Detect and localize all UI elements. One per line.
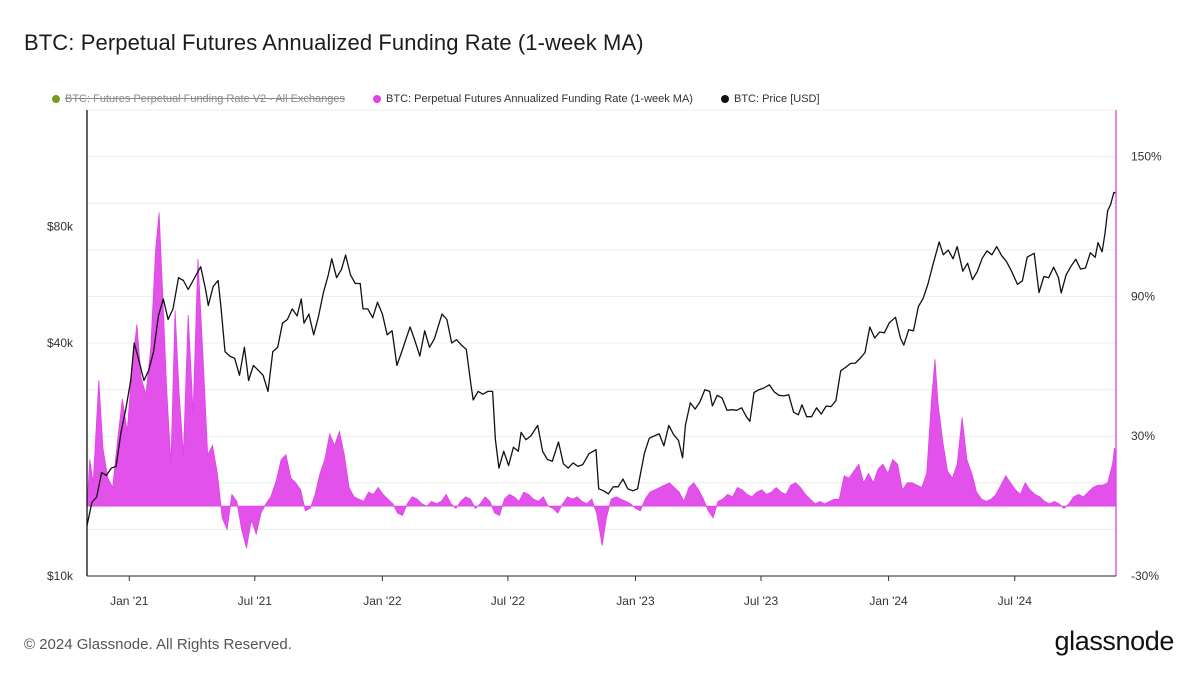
y-left-tick-label: $10k [47, 569, 74, 583]
legend-item-funding-rate-v2[interactable]: BTC: Futures Perpetual Funding Rate V2 -… [52, 93, 345, 105]
legend-item-annualized-funding-rate[interactable]: BTC: Perpetual Futures Annualized Fundin… [373, 93, 693, 105]
price-line [86, 191, 1117, 526]
x-tick-label: Jan '22 [363, 594, 402, 608]
y-right-tick-label: 90% [1131, 289, 1155, 303]
y-left-tick-label: $80k [47, 220, 74, 234]
legend-dot-annualized-funding-rate [373, 95, 382, 103]
x-tick-label: Jul '24 [998, 594, 1033, 608]
legend-dot-price [720, 95, 729, 103]
x-tick-label: Jul '21 [238, 594, 273, 608]
page-title: BTC: Perpetual Futures Annualized Fundin… [24, 30, 644, 55]
y-right-tick-label: 30% [1131, 429, 1155, 443]
x-tick-label: Jan '21 [110, 594, 149, 608]
x-tick-label: Jan '23 [616, 594, 655, 608]
x-tick-label: Jan '24 [869, 594, 908, 608]
funding-rate-area [86, 212, 1117, 549]
legend-dot-funding-rate-v2 [52, 95, 60, 103]
x-tick-label: Jul '22 [491, 594, 526, 608]
legend-label-price: BTC: Price [USD] [733, 93, 820, 105]
legend-label-annualized-funding-rate: BTC: Perpetual Futures Annualized Fundin… [386, 93, 693, 105]
copyright-text: © 2024 Glassnode. All Rights Reserved. [24, 636, 292, 653]
x-tick-label: Jul '23 [744, 594, 779, 608]
y-right-tick-label: 150% [1131, 150, 1162, 164]
legend-label-funding-rate-v2: BTC: Futures Perpetual Funding Rate V2 -… [65, 93, 346, 105]
legend-item-price[interactable]: BTC: Price [USD] [720, 93, 820, 105]
y-right-tick-label: -30% [1131, 569, 1159, 583]
chart-legend: BTC: Futures Perpetual Funding Rate V2 -… [52, 93, 820, 105]
glassnode-logo[interactable]: glassnode [1054, 626, 1175, 656]
y-left-tick-label: $40k [47, 336, 74, 350]
